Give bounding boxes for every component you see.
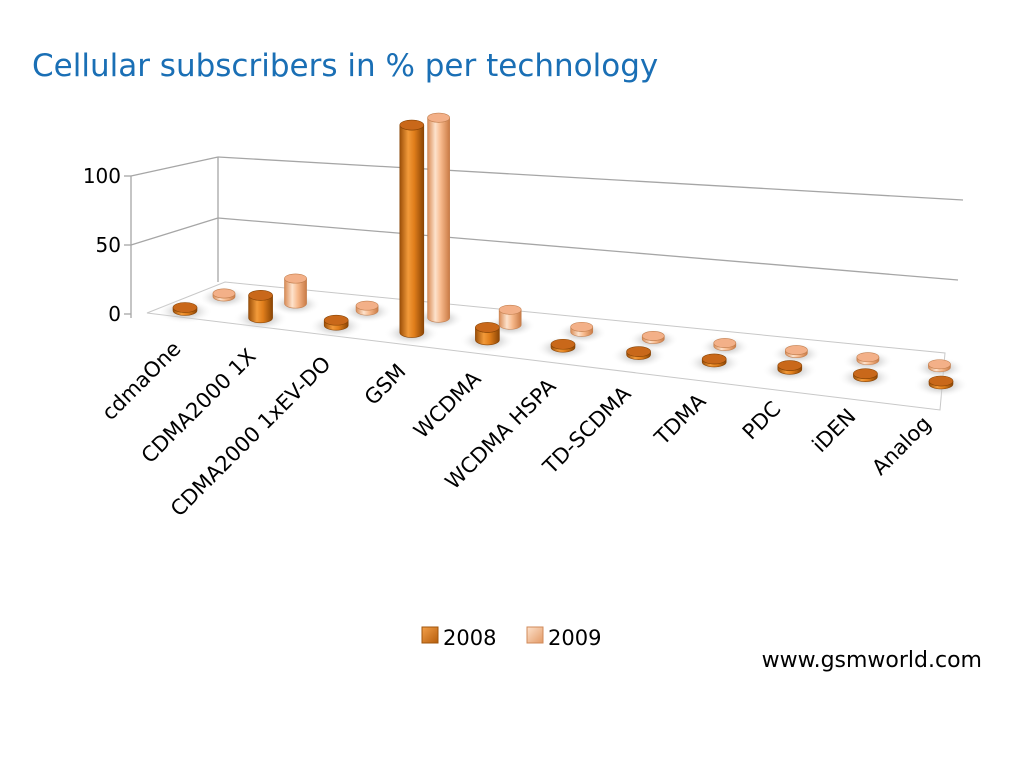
chart-walls (124, 156, 964, 411)
back-gridline-100 (217, 156, 964, 201)
bar-top-2009-pdc (785, 345, 808, 355)
value-axis-labels: 0 50 100 (83, 164, 121, 326)
legend-label-2009: 2009 (548, 626, 601, 650)
category-label: WCDMA (409, 366, 486, 443)
bar-top-2008-analog (928, 375, 954, 387)
bar-top-2009-wcdma (498, 304, 522, 315)
value-tick-label: 50 (96, 233, 121, 257)
bar-top-2008-pdc (777, 360, 803, 371)
bar-top-2008-tdma (701, 353, 727, 365)
bar-top-2009-cdma2000-1xev-do (355, 300, 379, 311)
source-note: www.gsmworld.com (761, 648, 982, 673)
legend-swatch-2009 (526, 626, 544, 644)
bar-top-2009-td-scdma (641, 331, 665, 341)
bar-top-2009-gsm (427, 112, 450, 123)
bar-top-2009-tdma (713, 338, 737, 348)
legend-label-2008: 2008 (443, 626, 496, 650)
chart-bars (172, 112, 954, 390)
bar-top-2009-cdmaone (212, 288, 236, 299)
bar-top-2008-wcdma-hspa (550, 338, 576, 350)
bar-top-2008-cdma2000-1x (248, 290, 273, 301)
value-tick-label: 0 (108, 302, 121, 326)
category-label: TDMA (649, 389, 711, 451)
bar-2008-gsm (399, 124, 425, 338)
bar-top-2009-wcdma-hspa (570, 321, 594, 332)
slide-title: Cellular subscribers in % per technology (32, 48, 659, 84)
bar-top-2008-gsm (399, 119, 425, 131)
category-label: Analog (867, 412, 935, 480)
bar-top-2008-td-scdma (626, 346, 651, 357)
category-label: iDEN (808, 404, 861, 457)
category-label: PDC (738, 397, 786, 445)
legend-swatch-2008 (421, 626, 439, 644)
side-gridline-100 (130, 156, 219, 177)
bar-2009-gsm (427, 117, 450, 323)
category-label: cdmaOne (97, 337, 185, 425)
bar-top-2008-iden (853, 368, 878, 379)
bar-top-2008-cdma2000-1xev-do (323, 314, 349, 326)
chart-legend: 2008 2009 (421, 626, 601, 650)
bar-top-2009-iden (856, 352, 880, 363)
back-gridline-50 (217, 217, 959, 281)
bar-top-2009-analog (928, 359, 951, 370)
bar-top-2008-wcdma (475, 322, 500, 333)
bar-top-2008-cdmaone (172, 302, 198, 313)
value-tick-label: 100 (83, 164, 121, 188)
category-label: GSM (360, 359, 411, 410)
category-label: CDMA2000 1xEV-DO (166, 352, 336, 522)
bar-top-2009-cdma2000-1x (284, 273, 307, 284)
side-gridline-50 (130, 217, 219, 246)
